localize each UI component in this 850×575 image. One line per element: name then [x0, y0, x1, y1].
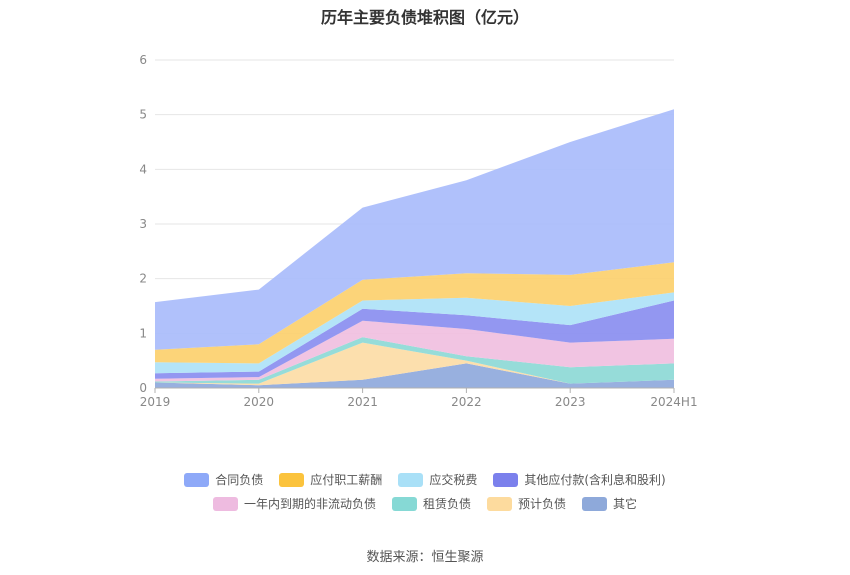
- legend-label: 其他应付款(含利息和股利): [524, 473, 666, 487]
- legend-label: 租赁负债: [422, 497, 471, 511]
- area-租赁负债: [155, 337, 674, 384]
- y-tick-label: 0: [139, 381, 147, 395]
- y-tick-label: 4: [139, 162, 147, 176]
- x-tick-label: 2024H1: [650, 395, 697, 409]
- area-应交税费: [155, 292, 674, 374]
- x-axis: [154, 387, 675, 393]
- y-axis-ticks: 0 1 2 3 4 5 6: [139, 53, 147, 395]
- x-axis-ticks: 2019 2020 2021 2022 2023 2024H1: [140, 395, 698, 409]
- legend-item[interactable]: 其他应付款(含利息和股利): [493, 471, 666, 488]
- legend-item[interactable]: 应交税费: [398, 471, 477, 488]
- y-tick-label: 1: [139, 326, 147, 340]
- legend-label: 其它: [613, 497, 638, 511]
- y-tick-label: 6: [139, 53, 147, 67]
- legend-item[interactable]: 租赁负债: [391, 495, 471, 512]
- legend-swatch: [493, 472, 519, 487]
- legend-row: 一年内到期的非流动负债 租赁负债 预计负债 其它: [0, 495, 850, 512]
- chart-title: 历年主要负债堆积图（亿元）: [320, 8, 529, 27]
- area-其它: [155, 363, 674, 388]
- stacked-area-chart: 0 1 2 3 4 5 6 2019 2020 2021 2022 2023 2024H1: [139, 53, 698, 409]
- x-tick-label: 2020: [244, 395, 275, 409]
- legend-item[interactable]: 应付职工薪酬: [279, 471, 382, 488]
- legend-row: 合同负债 应付职工薪酬 应交税费 其他应付款(含利息和股利): [0, 471, 850, 488]
- x-tick-label: 2022: [451, 395, 482, 409]
- legend-swatch: [212, 496, 238, 511]
- y-tick-label: 5: [139, 108, 147, 122]
- y-tick-label: 3: [139, 217, 147, 231]
- legend-label: 一年内到期的非流动负债: [243, 497, 376, 511]
- legend-swatch: [391, 496, 417, 511]
- y-tick-label: 2: [139, 272, 147, 286]
- area-其他应付款(含利息和股利): [155, 300, 674, 379]
- legend-swatch: [582, 496, 608, 511]
- source-label: 数据来源：恒生聚源: [366, 550, 484, 565]
- area-合同负债: [155, 109, 674, 350]
- legend-swatch: [398, 472, 424, 487]
- legend-item[interactable]: 其它: [582, 495, 637, 512]
- x-tick-label: 2023: [555, 395, 586, 409]
- legend-label: 应付职工薪酬: [310, 473, 383, 487]
- legend-swatch: [279, 472, 305, 487]
- area-一年内到期的非流动负债: [155, 320, 674, 382]
- legend: 合同负债 应付职工薪酬 应交税费 其他应付款(含利息和股利) 一年内到期的非流动负债 租赁…: [0, 471, 850, 519]
- legend-swatch: [487, 496, 512, 511]
- area-应付职工薪酬: [155, 262, 674, 364]
- legend-label: 合同负债: [215, 473, 264, 487]
- x-tick-label: 2021: [347, 395, 378, 409]
- legend-item[interactable]: 预计负债: [487, 495, 566, 512]
- legend-item[interactable]: 一年内到期的非流动负债: [212, 495, 376, 512]
- legend-item[interactable]: 合同负债: [184, 471, 263, 488]
- area-series-group: [155, 109, 674, 388]
- area-预计负债: [155, 342, 674, 386]
- x-tick-label: 2019: [140, 395, 171, 409]
- legend-label: 预计负债: [518, 497, 567, 511]
- legend-label: 应交税费: [429, 473, 478, 487]
- legend-swatch: [184, 472, 210, 487]
